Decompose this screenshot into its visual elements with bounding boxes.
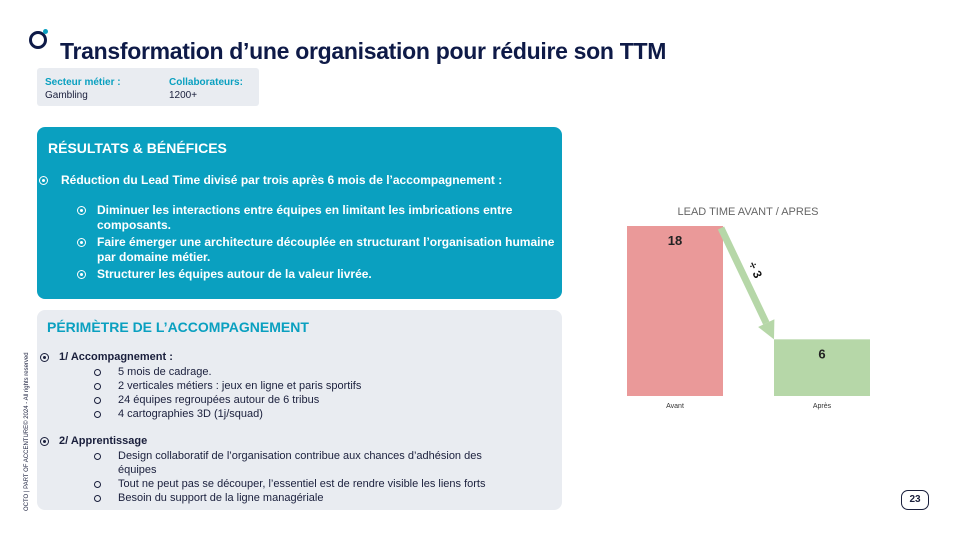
collaborators-info: Collaborateurs: 1200+ xyxy=(169,77,243,101)
octo-logo-dot-icon xyxy=(43,29,48,34)
category-label: Après xyxy=(813,403,832,410)
list-item: 24 équipes regroupées autour de 6 tribus xyxy=(94,393,518,407)
bar-value-label: 6 xyxy=(818,346,825,361)
list-item: 5 mois de cadrage. xyxy=(94,365,518,379)
results-sub-text: Faire émerger une architecture découplée… xyxy=(97,235,555,264)
results-sub-point: Diminuer les interactions entre équipes … xyxy=(77,203,557,233)
circle-bullet-icon xyxy=(94,495,101,502)
page-number: 23 xyxy=(901,490,929,510)
sector-value: Gambling xyxy=(45,90,88,101)
results-panel: RÉSULTATS & BÉNÉFICES Réduction du Lead … xyxy=(37,127,562,299)
category-label: Avant xyxy=(666,403,684,410)
bullet-icon xyxy=(40,353,49,362)
octo-logo-icon xyxy=(29,31,47,49)
bullet-icon xyxy=(77,206,86,215)
perimeter-panel: PÉRIMÈTRE DE L’ACCOMPAGNEMENT 1/ Accompa… xyxy=(37,310,562,510)
circle-bullet-icon xyxy=(94,383,101,390)
circle-bullet-icon xyxy=(94,481,101,488)
circle-bullet-icon xyxy=(94,453,101,460)
results-sub-point: Structurer les équipes autour de la vale… xyxy=(77,267,557,282)
bullet-icon xyxy=(39,176,48,185)
list-item-text: 2 verticales métiers : jeux en ligne et … xyxy=(118,380,362,392)
lead-time-chart: LEAD TIME AVANT / APRES 18 Avant 6 Après ÷ 3 xyxy=(600,195,900,425)
perimeter-section-title: 2/ Apprentissage xyxy=(40,435,148,447)
circle-bullet-icon xyxy=(94,411,101,418)
list-item: 2 verticales métiers : jeux en ligne et … xyxy=(94,379,518,393)
list-item: 4 cartographies 3D (1j/squad) xyxy=(94,407,518,421)
arrow-shaft-icon xyxy=(717,226,770,325)
results-sub-text: Diminuer les interactions entre équipes … xyxy=(97,203,513,232)
sector-info: Secteur métier : Gambling xyxy=(45,77,121,101)
bullet-icon xyxy=(40,437,49,446)
bullet-icon xyxy=(77,270,86,279)
copyright-vertical: OCTO | PART OF ACCENTURE© 2024 - All rig… xyxy=(24,352,30,511)
list-item-text: 5 mois de cadrage. xyxy=(118,366,212,378)
collaborators-label: Collaborateurs: xyxy=(169,77,243,88)
perimeter-heading: PÉRIMÈTRE DE L’ACCOMPAGNEMENT xyxy=(47,319,309,335)
section-title-text: 2/ Apprentissage xyxy=(59,435,148,447)
results-sub-point: Faire émerger une architecture découplée… xyxy=(77,235,557,265)
bar-avant xyxy=(627,226,723,396)
ratio-annotation: ÷ 3 xyxy=(745,259,765,280)
perimeter-section-title: 1/ Accompagnement : xyxy=(40,351,173,363)
list-item-text: Tout ne peut pas se découper, l’essentie… xyxy=(118,478,486,490)
list-item-text: Besoin du support de la ligne managérial… xyxy=(118,492,324,504)
circle-bullet-icon xyxy=(94,369,101,376)
bar-value-label: 18 xyxy=(668,233,682,248)
collaborators-value: 1200+ xyxy=(169,90,198,101)
chart-title: LEAD TIME AVANT / APRES xyxy=(677,206,818,218)
list-item-text: 4 cartographies 3D (1j/squad) xyxy=(118,408,263,420)
list-item: Design collaboratif de l’organisation co… xyxy=(94,449,518,477)
results-sub-text: Structurer les équipes autour de la vale… xyxy=(97,267,372,281)
results-heading: RÉSULTATS & BÉNÉFICES xyxy=(48,140,227,156)
list-item-text: Design collaboratif de l’organisation co… xyxy=(118,450,482,476)
results-main-text: Réduction du Lead Time divisé par trois … xyxy=(61,173,503,187)
client-info-box: Secteur métier : Gambling Collaborateurs… xyxy=(37,68,259,106)
arrow-head-icon xyxy=(758,319,775,340)
bullet-icon xyxy=(77,238,86,247)
circle-bullet-icon xyxy=(94,397,101,404)
bar-après xyxy=(774,339,870,396)
list-item: Tout ne peut pas se découper, l’essentie… xyxy=(94,477,518,491)
list-item-text: 24 équipes regroupées autour de 6 tribus xyxy=(118,394,320,406)
results-main-point: Réduction du Lead Time divisé par trois … xyxy=(39,173,503,187)
section-title-text: 1/ Accompagnement : xyxy=(59,351,173,363)
sector-label: Secteur métier : xyxy=(45,77,121,88)
page-title: Transformation d’une organisation pour r… xyxy=(60,38,667,64)
chart-svg: LEAD TIME AVANT / APRES 18 Avant 6 Après ÷ 3 xyxy=(627,206,870,410)
list-item: Besoin du support de la ligne managérial… xyxy=(94,491,518,505)
